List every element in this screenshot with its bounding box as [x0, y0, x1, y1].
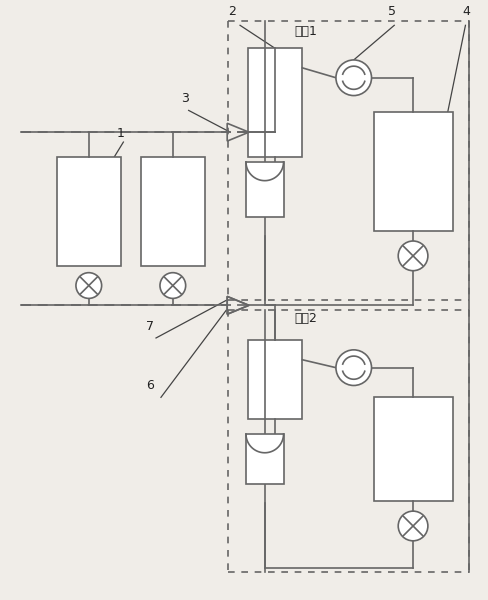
Text: 1: 1	[117, 127, 124, 140]
Polygon shape	[246, 162, 284, 181]
Text: 7: 7	[146, 320, 154, 333]
Bar	[246, 162, 284, 217]
Text: 6: 6	[146, 379, 154, 392]
Circle shape	[160, 272, 185, 298]
Bar	[57, 157, 122, 266]
Bar	[373, 112, 452, 231]
Text: 2: 2	[228, 5, 236, 19]
Bar	[248, 48, 303, 157]
Text: 4: 4	[463, 5, 470, 19]
Bar	[373, 397, 452, 501]
Text: 3: 3	[181, 92, 188, 106]
Bar	[246, 434, 284, 484]
Bar	[141, 157, 205, 266]
Text: 5: 5	[388, 5, 396, 19]
Bar	[248, 340, 303, 419]
Text: 模块2: 模块2	[294, 312, 317, 325]
Circle shape	[76, 272, 102, 298]
Circle shape	[398, 241, 428, 271]
Polygon shape	[246, 434, 284, 453]
Circle shape	[398, 511, 428, 541]
Text: 模块1: 模块1	[294, 25, 317, 38]
Circle shape	[336, 350, 371, 385]
Circle shape	[336, 60, 371, 95]
